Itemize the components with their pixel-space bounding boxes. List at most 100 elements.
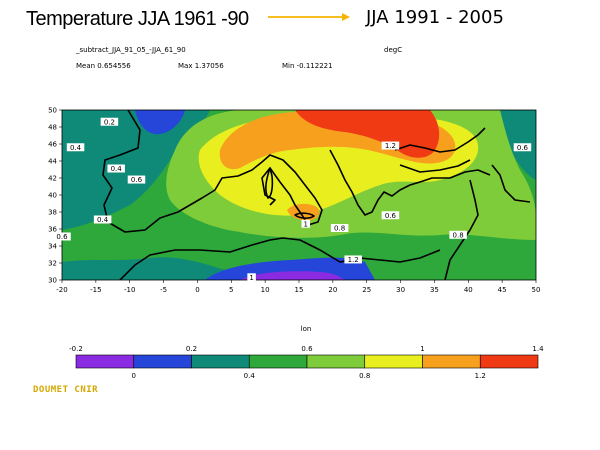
y-tick-label: 44 [48, 158, 57, 166]
contour-label: 0.6 [56, 233, 68, 241]
band-1.2-south [287, 203, 320, 221]
contour-label-box [330, 224, 349, 232]
units-label: degC [384, 46, 403, 54]
contour-label: 0.4 [111, 165, 123, 173]
coast-west-europe [102, 110, 323, 233]
legend-label-top: 0.2 [186, 345, 197, 353]
x-tick-label: 50 [532, 286, 541, 294]
contour-label-box [381, 211, 400, 220]
contour-label: 0.6 [517, 144, 529, 152]
legend-label-bottom: 0.4 [244, 372, 256, 380]
contour-label: 1 [249, 274, 253, 282]
contour-labels: 0.2 0.4 0.4 0.6 0.4 0.6 1.2 0.6 0.6 0.8 0.8 1 1.2 1 [53, 117, 532, 282]
arrow-icon [268, 13, 350, 21]
legend-swatch [248, 354, 308, 369]
legend-label-top: 1.4 [532, 345, 544, 353]
legend-label-bottom: 0 [132, 372, 136, 380]
contour-label-box [449, 230, 467, 239]
x-tick-label: -5 [160, 286, 167, 294]
contour-label-box [66, 143, 85, 152]
y-tick-label: 36 [48, 226, 57, 234]
y-tick-label: 32 [48, 260, 57, 268]
legend-swatch [479, 354, 539, 369]
x-tick-label: 20 [328, 286, 337, 294]
y-tick-label: 50 [48, 107, 57, 115]
variable-name: _subtract_JJA_91_05_-JJA_61_90 [76, 46, 186, 54]
x-tick-label: -20 [56, 286, 67, 294]
contour-label: 0.8 [453, 231, 464, 239]
contour-label: 1.2 [348, 256, 359, 264]
legend-swatch [422, 354, 481, 369]
coast-caspian [491, 164, 531, 203]
contour-label-box [381, 141, 400, 150]
contour-label-box [127, 175, 146, 184]
band-0.6-south [330, 245, 536, 280]
x-tick-label: 0 [195, 286, 199, 294]
legend-label-bottom: 1.2 [475, 372, 486, 380]
legend-swatch [364, 354, 423, 369]
contour-label: 0.8 [334, 225, 345, 233]
contour-label-box [107, 164, 125, 173]
contour-label-box [247, 273, 256, 282]
y-tick-label: 34 [48, 243, 57, 251]
contour-label: 1.2 [385, 142, 396, 150]
x-tick-label: 30 [396, 286, 405, 294]
coast-levant [444, 179, 479, 280]
band-0.2-north [135, 110, 185, 135]
x-tick-label: 35 [430, 286, 439, 294]
contour-label: 0.6 [385, 212, 397, 220]
x-tick-label: 45 [498, 286, 507, 294]
x-tick-label: 40 [464, 286, 473, 294]
coast-sicily [294, 212, 315, 219]
y-axis-ticks: 30 32 34 36 38 40 42 44 46 48 50 [48, 107, 62, 285]
band-0.4-west [62, 110, 210, 230]
x-tick-label: 15 [295, 286, 304, 294]
contour-label: 1 [304, 220, 308, 228]
map-title-recent: JJA 1991 - 2005 [366, 7, 504, 28]
band-0.4-sw [62, 257, 225, 280]
y-tick-label: 38 [48, 209, 57, 217]
legend-label-top: 0.6 [301, 345, 313, 353]
y-tick-label: 48 [48, 124, 57, 132]
legend-swatch [306, 354, 366, 369]
x-axis-label: lon [301, 325, 312, 333]
y-tick-label: 30 [48, 277, 57, 285]
band-1.4 [295, 110, 440, 158]
contour-label-box [513, 143, 532, 152]
coast-north-africa [119, 237, 441, 280]
max-value: Max 1.37056 [178, 62, 224, 70]
legend-swatch [75, 354, 135, 369]
map-title-baseline: Temperature JJA 1961 -90 [26, 8, 249, 30]
y-tick-label: 46 [48, 141, 57, 149]
contour-label-box [93, 215, 112, 224]
contour-label: 0.4 [97, 216, 109, 224]
contour-label-box [100, 117, 119, 126]
legend-swatch [133, 354, 192, 369]
legend-swatch [191, 354, 250, 369]
legend-label-bottom: 0.8 [359, 372, 370, 380]
min-value: Min -0.112221 [282, 62, 333, 70]
coast-black-sea-north [394, 127, 486, 153]
mean-value: Mean 0.654556 [76, 62, 131, 70]
temperature-field [62, 110, 536, 280]
coast-corsica-sardinia [265, 167, 274, 199]
contour-label-box [53, 232, 71, 241]
x-tick-label: 5 [229, 286, 233, 294]
color-legend: -0.2 0.2 0.6 1 1.4 0 0.4 0.8 1.2 [69, 345, 544, 380]
x-axis-ticks: -20 -15 -10 -5 0 5 10 15 20 25 30 35 40 45 50 [56, 280, 540, 294]
x-tick-label: -15 [90, 286, 101, 294]
credit-text: DOUMET CNIR [33, 385, 99, 395]
contour-label-box [301, 219, 311, 228]
y-tick-label: 40 [48, 192, 57, 200]
coast-balkans [329, 149, 491, 216]
x-tick-label: 10 [261, 286, 270, 294]
band-0-south [240, 271, 345, 280]
contour-label: 0.4 [70, 144, 82, 152]
contour-label: 0.2 [104, 118, 115, 126]
x-tick-label: -10 [124, 286, 135, 294]
legend-label-top: -0.2 [69, 345, 83, 353]
x-tick-label: 25 [362, 286, 371, 294]
legend-label-top: 1 [420, 345, 424, 353]
contour-label-box [344, 255, 362, 264]
